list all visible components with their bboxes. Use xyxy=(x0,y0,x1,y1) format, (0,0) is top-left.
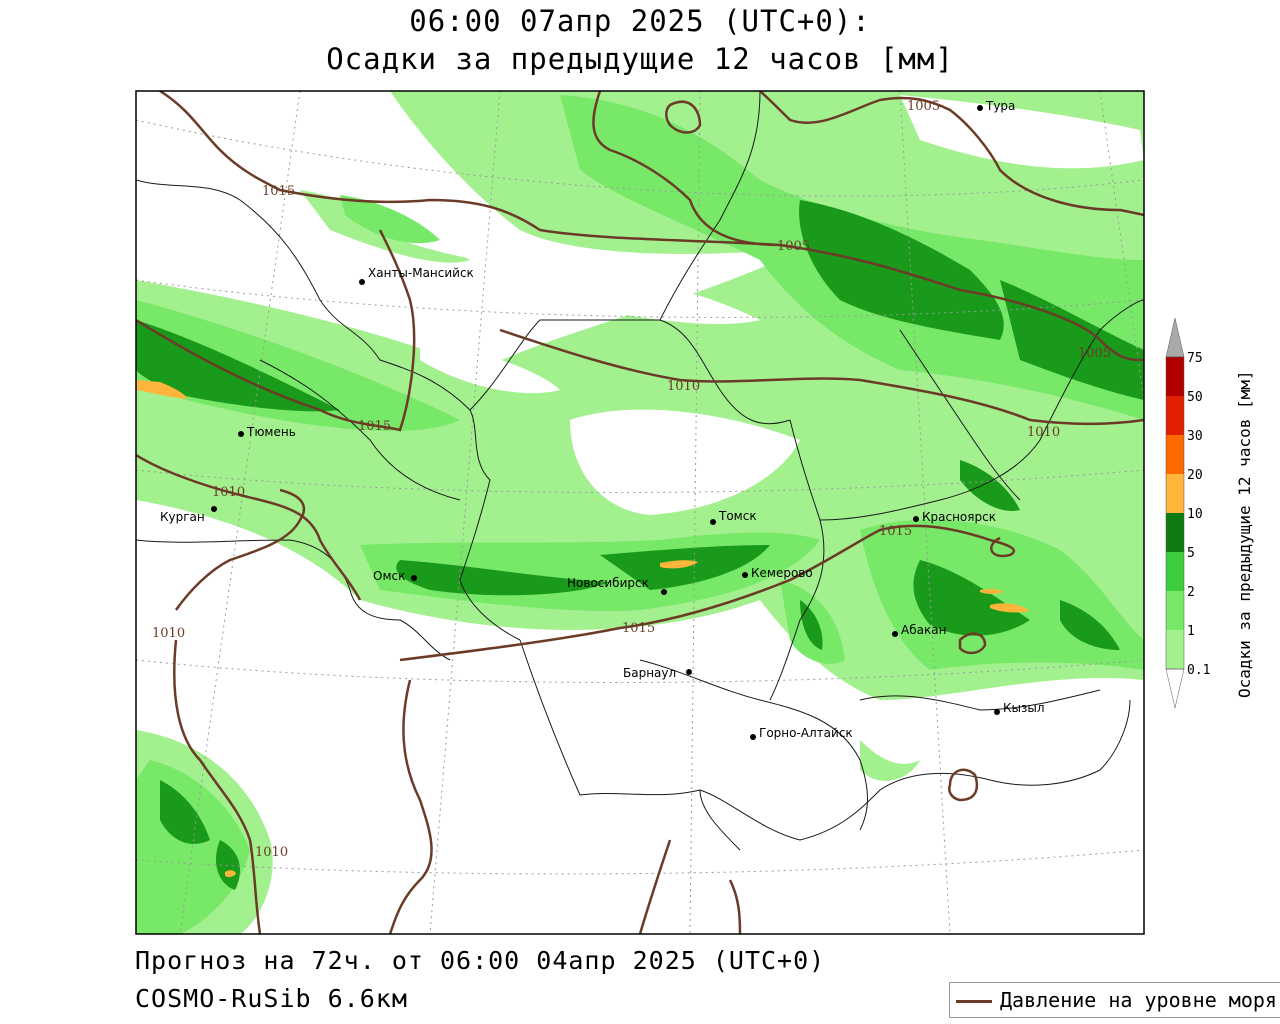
isobar-labels: 1005 1015 1005 1010 1015 1010 1005 1010 … xyxy=(152,99,1111,860)
city-label-krasnoyarsk: Красноярск xyxy=(922,510,996,524)
city-label-abakan: Абакан xyxy=(901,623,946,637)
colorbar-tick-label: 30 xyxy=(1187,429,1203,444)
graticule xyxy=(136,91,1144,934)
city-label-kurgan: Курган xyxy=(160,510,205,524)
city-marker xyxy=(661,589,667,595)
pressure-legend: Давление на уровне моря xyxy=(949,982,1280,1018)
colorbar-segment xyxy=(1166,396,1184,435)
colorbar-segment xyxy=(1166,513,1184,552)
colorbar-bottom-triangle xyxy=(1165,668,1185,709)
isobar-label: 1015 xyxy=(879,524,912,539)
city-marker xyxy=(710,519,716,525)
colorbar-tick-label: 75 xyxy=(1187,351,1203,366)
city-label-barnaul: Барнаул xyxy=(623,666,676,680)
colorbar-segment xyxy=(1166,552,1184,591)
city-marker xyxy=(994,709,1000,715)
city-label-tomsk: Томск xyxy=(718,509,757,523)
city-marker xyxy=(238,431,244,437)
city-marker xyxy=(913,516,919,522)
colorbar-tick-label: 20 xyxy=(1187,468,1203,483)
colorbar-tick-label: 10 xyxy=(1187,507,1203,522)
city-marker xyxy=(742,572,748,578)
isobar-label: 1010 xyxy=(667,379,700,394)
isobars xyxy=(136,91,1144,934)
isobar-label: 1015 xyxy=(262,184,295,199)
city-label-omsk: Омск xyxy=(373,569,405,583)
map-title-time: 06:00 07апр 2025 (UTC+0): xyxy=(409,4,871,38)
map-title-variable: Осадки за предыдущие 12 часов [мм] xyxy=(326,42,954,76)
isobar-label: 1005 xyxy=(907,99,940,114)
colorbar-segment xyxy=(1166,591,1184,630)
colorbar-tick-label: 1 xyxy=(1187,624,1195,639)
city-label-kyzyl: Кызыл xyxy=(1003,701,1045,715)
city-label-novosibirsk: Новосибирск xyxy=(567,576,649,590)
model-name: COSMO-RuSib 6.6км xyxy=(135,984,408,1013)
colorbar-top-triangle xyxy=(1165,317,1185,358)
isobar-label: 1005 xyxy=(777,239,810,254)
colorbar-segment xyxy=(1166,357,1184,396)
isobar-label: 1010 xyxy=(212,485,245,500)
city-label-gorno-altaysk: Горно-Алтайск xyxy=(759,726,853,740)
colorbar: 0.1 1 2 5 10 20 30 50 75 Осадки за преды… xyxy=(1165,317,1254,709)
city-label-tyumen: Тюмень xyxy=(246,425,296,439)
city-marker xyxy=(359,279,365,285)
colorbar-tick-label: 0.1 xyxy=(1187,663,1210,678)
colorbar-tick-label: 50 xyxy=(1187,390,1203,405)
colorbar-title: Осадки за предыдущие 12 часов [мм] xyxy=(1235,370,1254,698)
isobar-label: 1010 xyxy=(255,845,288,860)
map-frame xyxy=(135,90,1145,935)
city-marker xyxy=(892,631,898,637)
isobar-label: 1015 xyxy=(358,419,391,434)
pressure-legend-label: Давление на уровне моря xyxy=(1000,988,1277,1012)
city-marker xyxy=(750,734,756,740)
colorbar-segment xyxy=(1166,630,1184,669)
city-marker xyxy=(686,669,692,675)
city-marker xyxy=(977,105,983,111)
colorbar-segment xyxy=(1166,474,1184,513)
city-marker xyxy=(411,575,417,581)
isobar-label: 1010 xyxy=(152,626,185,641)
isobar-label: 1015 xyxy=(622,621,655,636)
pressure-line-swatch xyxy=(956,1000,992,1003)
city-label-kemerovo: Кемерово xyxy=(751,566,813,580)
colorbar-tick-label: 2 xyxy=(1187,585,1195,600)
isobar-label: 1010 xyxy=(1027,425,1060,440)
colorbar-tick-label: 5 xyxy=(1187,546,1195,561)
city-label-tura: Тура xyxy=(985,99,1015,113)
colorbar-segment xyxy=(1166,435,1184,474)
isobar-label: 1005 xyxy=(1078,346,1111,361)
forecast-info: Прогноз на 72ч. от 06:00 04апр 2025 (UTC… xyxy=(135,946,826,975)
cities-layer: Тура Ханты-Мансийск Тюмень Курган Омск Н… xyxy=(160,99,1045,740)
admin-borders xyxy=(136,91,1144,851)
city-marker xyxy=(211,506,217,512)
city-label-khanty-mansiysk: Ханты-Мансийск xyxy=(368,266,474,280)
